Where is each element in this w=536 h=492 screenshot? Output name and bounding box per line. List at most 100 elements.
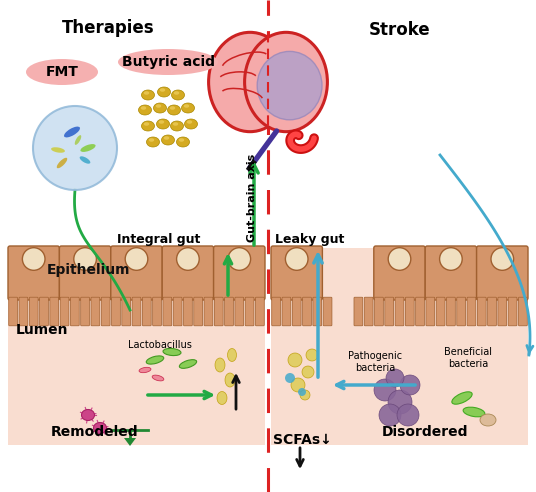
Ellipse shape	[156, 104, 161, 108]
Circle shape	[306, 349, 318, 361]
FancyBboxPatch shape	[488, 297, 496, 326]
Circle shape	[288, 353, 302, 367]
FancyBboxPatch shape	[354, 297, 363, 326]
Circle shape	[374, 379, 396, 401]
Circle shape	[285, 373, 295, 383]
Ellipse shape	[170, 121, 183, 131]
Circle shape	[379, 404, 401, 426]
Ellipse shape	[244, 32, 327, 132]
FancyBboxPatch shape	[122, 297, 131, 326]
FancyBboxPatch shape	[256, 297, 264, 326]
Text: Remodeled: Remodeled	[51, 425, 139, 439]
Ellipse shape	[80, 144, 95, 152]
Circle shape	[388, 390, 412, 414]
FancyBboxPatch shape	[19, 297, 28, 326]
Ellipse shape	[173, 122, 178, 126]
Bar	[8, 248, 265, 445]
Circle shape	[74, 247, 96, 270]
FancyBboxPatch shape	[173, 297, 182, 326]
FancyBboxPatch shape	[60, 297, 69, 326]
Ellipse shape	[142, 121, 154, 131]
Ellipse shape	[149, 138, 154, 142]
Ellipse shape	[51, 147, 65, 153]
Ellipse shape	[152, 375, 164, 381]
FancyBboxPatch shape	[183, 297, 192, 326]
Text: Therapies: Therapies	[62, 19, 154, 37]
Ellipse shape	[146, 137, 160, 147]
FancyBboxPatch shape	[101, 297, 110, 326]
Ellipse shape	[80, 156, 91, 164]
Ellipse shape	[81, 409, 94, 421]
Ellipse shape	[257, 51, 322, 120]
FancyBboxPatch shape	[162, 246, 214, 300]
FancyBboxPatch shape	[50, 297, 58, 326]
Circle shape	[228, 247, 251, 270]
Ellipse shape	[158, 87, 170, 97]
Ellipse shape	[227, 348, 236, 362]
FancyBboxPatch shape	[498, 297, 507, 326]
Circle shape	[298, 388, 306, 396]
Text: Stroke: Stroke	[369, 21, 431, 39]
FancyBboxPatch shape	[457, 297, 466, 326]
FancyBboxPatch shape	[385, 297, 393, 326]
Ellipse shape	[182, 103, 195, 113]
FancyBboxPatch shape	[374, 246, 425, 300]
Ellipse shape	[217, 392, 227, 404]
Ellipse shape	[93, 423, 107, 433]
Ellipse shape	[144, 122, 149, 126]
FancyBboxPatch shape	[478, 297, 486, 326]
FancyBboxPatch shape	[518, 297, 527, 326]
FancyBboxPatch shape	[153, 297, 161, 326]
FancyBboxPatch shape	[467, 297, 476, 326]
Text: Leaky gut: Leaky gut	[275, 234, 344, 246]
FancyBboxPatch shape	[436, 297, 445, 326]
Ellipse shape	[170, 106, 175, 110]
Ellipse shape	[480, 414, 496, 426]
FancyBboxPatch shape	[8, 246, 59, 300]
FancyBboxPatch shape	[405, 297, 414, 326]
Circle shape	[397, 404, 419, 426]
Ellipse shape	[174, 91, 179, 95]
Polygon shape	[124, 438, 136, 446]
FancyBboxPatch shape	[375, 297, 383, 326]
Ellipse shape	[215, 358, 225, 372]
Ellipse shape	[161, 135, 175, 145]
FancyBboxPatch shape	[59, 246, 111, 300]
Bar	[271, 248, 528, 445]
FancyBboxPatch shape	[508, 297, 517, 326]
Ellipse shape	[57, 158, 67, 168]
Circle shape	[176, 247, 199, 270]
Text: Epithelium: Epithelium	[46, 263, 130, 277]
Ellipse shape	[139, 368, 151, 372]
Ellipse shape	[184, 104, 189, 108]
Ellipse shape	[142, 90, 154, 100]
FancyBboxPatch shape	[425, 246, 477, 300]
FancyBboxPatch shape	[214, 297, 223, 326]
Text: Disordered: Disordered	[382, 425, 468, 439]
Ellipse shape	[157, 119, 169, 129]
Ellipse shape	[159, 120, 164, 124]
FancyBboxPatch shape	[194, 297, 203, 326]
FancyBboxPatch shape	[9, 297, 18, 326]
Circle shape	[285, 247, 308, 270]
Ellipse shape	[146, 356, 163, 364]
FancyBboxPatch shape	[272, 297, 280, 326]
FancyBboxPatch shape	[163, 297, 172, 326]
FancyBboxPatch shape	[40, 297, 48, 326]
Ellipse shape	[187, 120, 192, 124]
Circle shape	[291, 378, 305, 392]
FancyBboxPatch shape	[111, 246, 162, 300]
FancyBboxPatch shape	[395, 297, 404, 326]
Ellipse shape	[176, 137, 190, 147]
Text: Gut-brain axis: Gut-brain axis	[247, 154, 257, 242]
Ellipse shape	[64, 126, 80, 137]
Circle shape	[491, 247, 513, 270]
Text: Beneficial
bacteria: Beneficial bacteria	[444, 347, 492, 369]
FancyBboxPatch shape	[292, 297, 301, 326]
Text: Integral gut: Integral gut	[117, 234, 200, 246]
Text: SCFAs↓: SCFAs↓	[273, 433, 331, 447]
Ellipse shape	[118, 49, 218, 75]
FancyBboxPatch shape	[204, 297, 213, 326]
Circle shape	[33, 106, 117, 190]
Text: Lactobacillus: Lactobacillus	[128, 340, 192, 350]
